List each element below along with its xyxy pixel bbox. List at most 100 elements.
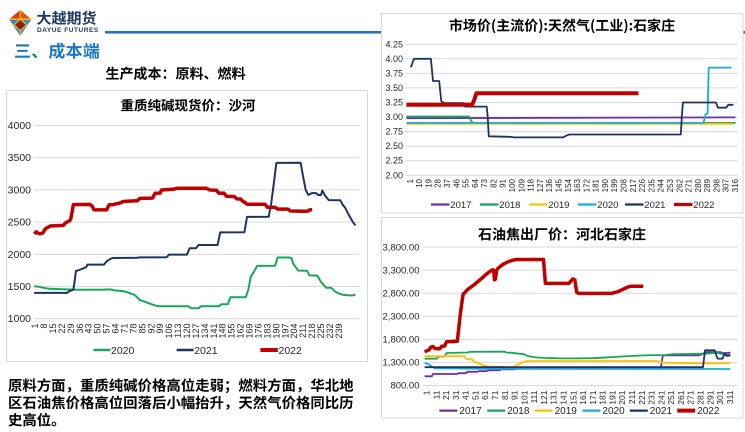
svg-text:181: 181 [592,178,601,192]
svg-text:141: 141 [209,324,219,339]
svg-text:101: 101 [519,390,529,404]
svg-text:218: 218 [307,324,317,339]
svg-text:2,800.00: 2,800.00 [383,288,420,299]
svg-text:239: 239 [334,324,344,339]
svg-text:1500: 1500 [8,281,32,293]
svg-text:163: 163 [573,178,582,192]
svg-text:2020: 2020 [111,345,135,357]
svg-text:197: 197 [280,324,290,339]
svg-text:2.75: 2.75 [385,127,403,137]
svg-text:64: 64 [471,178,480,187]
svg-text:201: 201 [617,390,627,404]
svg-text:172: 172 [582,178,591,192]
svg-text:231: 231 [647,390,657,404]
svg-text:162: 162 [236,324,246,339]
svg-text:71: 71 [120,324,130,334]
svg-text:36: 36 [75,324,85,334]
svg-text:29: 29 [66,324,76,334]
svg-text:221: 221 [637,390,647,404]
svg-text:211: 211 [298,324,308,338]
svg-text:91: 91 [510,390,520,400]
svg-text:161: 161 [578,390,588,404]
svg-text:211: 211 [627,390,637,404]
svg-text:151: 151 [568,390,578,404]
svg-text:2020: 2020 [602,406,625,417]
svg-text:2,300.00: 2,300.00 [383,312,420,323]
svg-text:316: 316 [731,178,740,192]
svg-text:262: 262 [675,178,684,192]
svg-text:28: 28 [434,178,443,187]
svg-text:37: 37 [443,178,452,187]
svg-text:109: 109 [517,178,526,192]
svg-text:82: 82 [489,178,498,187]
svg-text:3,300.00: 3,300.00 [383,265,420,276]
svg-text:3.50: 3.50 [385,83,403,93]
svg-text:2.00: 2.00 [385,170,403,180]
svg-text:1,800.00: 1,800.00 [383,335,420,346]
svg-text:120: 120 [182,324,192,339]
svg-text:2500: 2500 [8,217,32,229]
svg-text:106: 106 [164,324,174,339]
svg-text:121: 121 [539,390,549,404]
svg-text:2020: 2020 [597,200,618,211]
svg-text:148: 148 [218,324,228,339]
svg-text:244: 244 [657,178,666,192]
svg-text:21: 21 [441,390,451,400]
svg-text:253: 253 [666,178,675,192]
svg-text:3.25: 3.25 [385,98,403,108]
svg-text:301: 301 [715,390,725,404]
svg-text:11: 11 [431,390,441,399]
svg-text:3,800.00: 3,800.00 [383,242,420,253]
svg-text:154: 154 [564,178,573,192]
svg-text:2000: 2000 [8,249,32,261]
svg-text:204: 204 [289,324,299,339]
svg-text:155: 155 [227,324,237,339]
svg-text:46: 46 [452,178,461,187]
svg-text:91: 91 [499,178,508,187]
svg-text:208: 208 [620,178,629,192]
svg-text:1: 1 [406,178,415,183]
svg-text:127: 127 [191,324,201,339]
svg-text:51: 51 [470,390,480,400]
svg-text:3.00: 3.00 [385,112,403,122]
svg-text:2017: 2017 [450,200,471,211]
svg-text:113: 113 [173,324,183,338]
svg-text:3.75: 3.75 [385,68,403,78]
svg-text:217: 217 [629,178,638,192]
svg-text:183: 183 [262,324,272,339]
svg-text:57: 57 [102,324,112,334]
svg-text:171: 171 [588,390,598,404]
svg-text:1,300.00: 1,300.00 [383,358,420,369]
svg-text:2022: 2022 [697,406,720,417]
svg-text:118: 118 [527,178,536,191]
svg-text:71: 71 [490,390,500,400]
svg-text:800.00: 800.00 [390,381,419,392]
svg-text:261: 261 [676,390,686,404]
svg-text:64: 64 [111,324,121,334]
svg-text:127: 127 [536,178,545,192]
svg-text:100: 100 [508,178,517,192]
svg-text:4.25: 4.25 [385,39,403,49]
svg-text:232: 232 [325,324,335,339]
svg-text:190: 190 [271,324,281,339]
svg-text:50: 50 [93,324,103,334]
svg-text:226: 226 [638,178,647,192]
svg-text:235: 235 [647,178,656,192]
svg-text:99: 99 [155,324,165,334]
svg-text:289: 289 [703,178,712,192]
svg-text:10: 10 [415,178,424,187]
svg-text:3500: 3500 [8,152,32,164]
svg-text:131: 131 [549,390,559,404]
svg-text:2017: 2017 [459,406,482,417]
svg-text:4000: 4000 [8,120,32,132]
svg-text:19: 19 [424,178,433,187]
svg-text:199: 199 [610,178,619,192]
svg-text:311: 311 [725,390,735,404]
svg-text:41: 41 [461,390,471,400]
svg-text:22: 22 [57,324,67,334]
svg-text:1000: 1000 [8,313,32,325]
svg-text:2021: 2021 [644,200,665,211]
svg-text:81: 81 [500,390,510,400]
svg-text:61: 61 [480,390,490,400]
svg-text:281: 281 [696,390,706,404]
